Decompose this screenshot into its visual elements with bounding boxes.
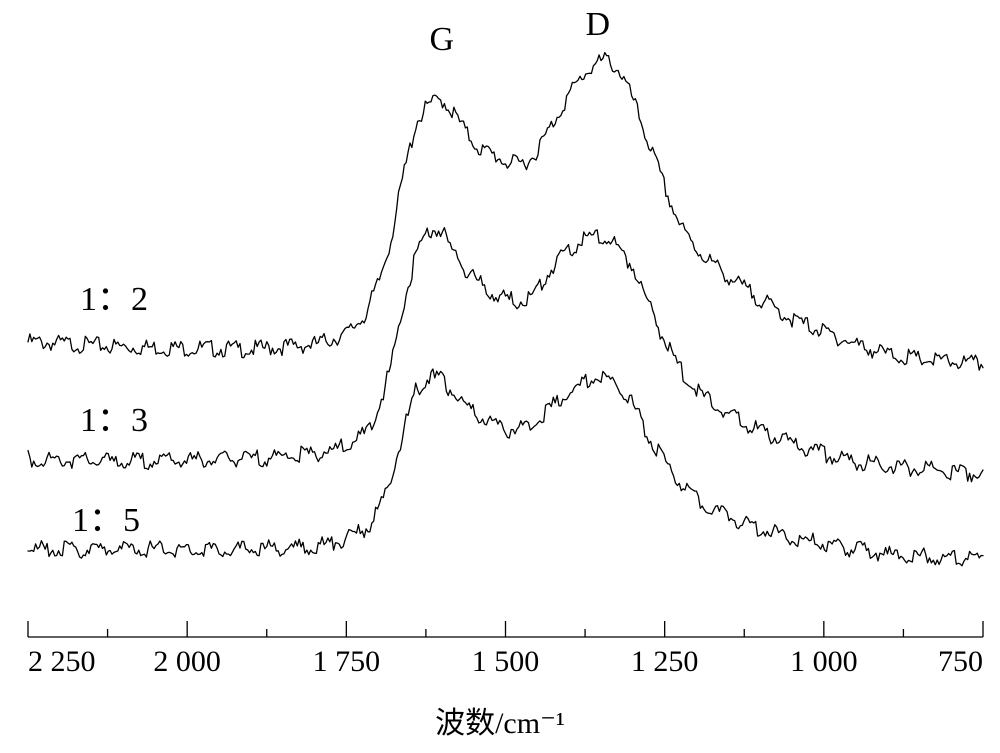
x-axis-tick-labels: 2 250 2 000 1 750 1 500 1 250 1 000 750 xyxy=(28,645,983,678)
series-label-1-3: 1：3 xyxy=(80,402,148,439)
peak-label-d: D xyxy=(586,6,611,43)
peak-label-g: G xyxy=(430,21,455,58)
x-tick-label: 2 000 xyxy=(153,645,221,678)
x-tick-label: 1 250 xyxy=(631,645,699,678)
spectrum-line-1-5 xyxy=(27,368,984,567)
series-label-1-5: 1：5 xyxy=(72,502,140,539)
spectrum-line-1-2 xyxy=(27,51,984,371)
spectra-group xyxy=(27,51,984,567)
x-tick-label: 750 xyxy=(938,645,983,678)
series-label-1-2: 1：2 xyxy=(80,281,148,318)
x-axis: 2 250 2 000 1 750 1 500 1 250 1 000 750 xyxy=(27,621,984,678)
x-axis-title: 波数/cm⁻¹ xyxy=(435,707,565,740)
x-tick-label: 1 000 xyxy=(790,645,858,678)
spectrum-line-1-3 xyxy=(27,227,984,483)
x-tick-label: 1 750 xyxy=(313,645,381,678)
x-axis-ticks xyxy=(27,621,984,637)
x-tick-label: 2 250 xyxy=(28,645,96,678)
x-tick-label: 1 500 xyxy=(472,645,540,678)
